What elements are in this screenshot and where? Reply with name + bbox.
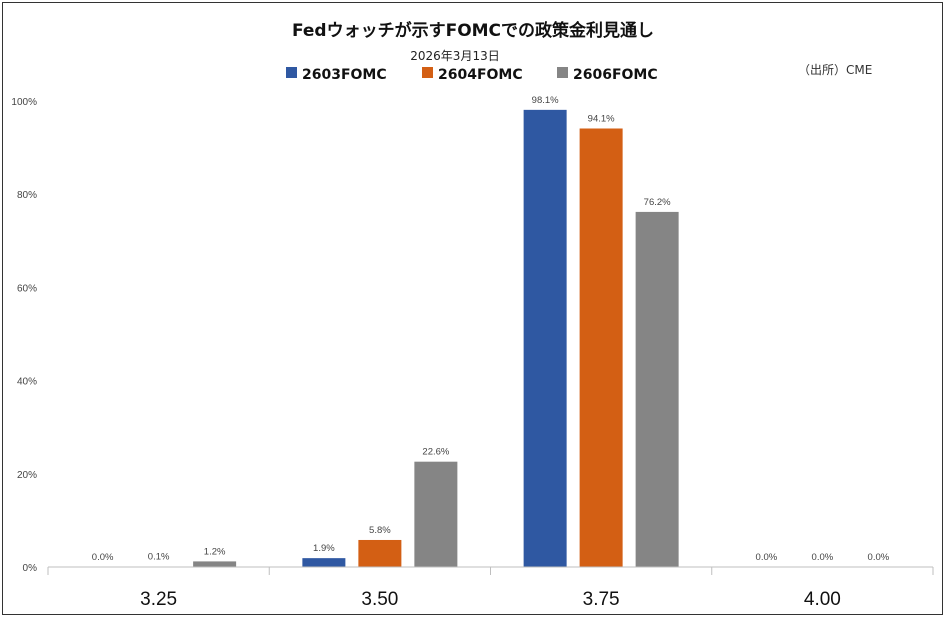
data-label: 5.8% bbox=[369, 525, 391, 536]
bar bbox=[414, 461, 458, 567]
y-axis: 0% 20% 40% 60% 80% 100% bbox=[11, 97, 37, 574]
data-label: 98.1% bbox=[532, 95, 559, 106]
chart-subtitle: 2026年3月13日 bbox=[410, 49, 499, 63]
legend-swatch bbox=[557, 67, 568, 78]
y-tick-label: 60% bbox=[17, 283, 37, 294]
source-note: （出所）CME bbox=[798, 63, 872, 77]
bar bbox=[579, 128, 623, 567]
data-label: 76.2% bbox=[644, 197, 671, 208]
y-tick-label: 40% bbox=[17, 377, 37, 388]
data-label: 1.2% bbox=[204, 546, 226, 557]
plot-area: 0.0% 0.1% 1.2% 1.9% 5.8% 22.6% 98.1% 94.1% 76.2%… bbox=[92, 95, 890, 567]
data-label: 0.0% bbox=[756, 552, 778, 563]
data-label: 1.9% bbox=[313, 543, 335, 554]
x-tick-label: 3.25 bbox=[140, 589, 177, 610]
y-tick-label: 0% bbox=[23, 563, 38, 574]
bar bbox=[523, 109, 567, 567]
y-tick-label: 80% bbox=[17, 190, 37, 201]
legend-swatch bbox=[286, 67, 297, 78]
x-tick-label: 4.00 bbox=[804, 589, 841, 610]
data-label: 0.1% bbox=[148, 552, 170, 563]
y-tick-label: 100% bbox=[11, 97, 37, 108]
x-axis: 3.25 3.50 3.75 4.00 bbox=[47, 566, 934, 610]
chart-canvas: Fedウォッチが示すFOMCでの政策金利見通し 2026年3月13日 2603F… bbox=[11, 20, 934, 610]
legend-label: 2603FOMC bbox=[302, 67, 387, 83]
legend-label: 2604FOMC bbox=[438, 67, 523, 83]
legend-label: 2606FOMC bbox=[573, 67, 658, 83]
bar bbox=[358, 539, 402, 567]
x-tick-label: 3.75 bbox=[583, 589, 620, 610]
data-label: 0.0% bbox=[92, 552, 114, 563]
data-label: 22.6% bbox=[422, 447, 449, 458]
bar bbox=[302, 558, 346, 567]
legend: 2603FOMC 2604FOMC 2606FOMC bbox=[286, 67, 658, 83]
data-label: 0.0% bbox=[812, 552, 834, 563]
data-label: 94.1% bbox=[588, 113, 615, 124]
data-label: 0.0% bbox=[868, 552, 890, 563]
x-tick-label: 3.50 bbox=[361, 589, 398, 610]
legend-swatch bbox=[422, 67, 433, 78]
chart-title: Fedウォッチが示すFOMCでの政策金利見通し bbox=[292, 20, 654, 41]
y-tick-label: 20% bbox=[17, 470, 37, 481]
bar bbox=[193, 561, 237, 567]
bar bbox=[635, 211, 679, 567]
